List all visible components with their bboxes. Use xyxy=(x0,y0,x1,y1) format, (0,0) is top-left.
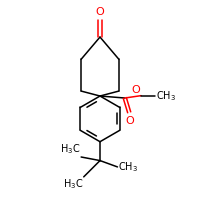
Text: O: O xyxy=(96,7,104,17)
Text: O: O xyxy=(132,85,141,95)
Text: O: O xyxy=(125,116,134,126)
Text: CH$_3$: CH$_3$ xyxy=(156,89,176,103)
Text: CH$_3$: CH$_3$ xyxy=(118,160,138,174)
Text: H$_3$C: H$_3$C xyxy=(63,178,83,191)
Text: H$_3$C: H$_3$C xyxy=(60,142,80,156)
